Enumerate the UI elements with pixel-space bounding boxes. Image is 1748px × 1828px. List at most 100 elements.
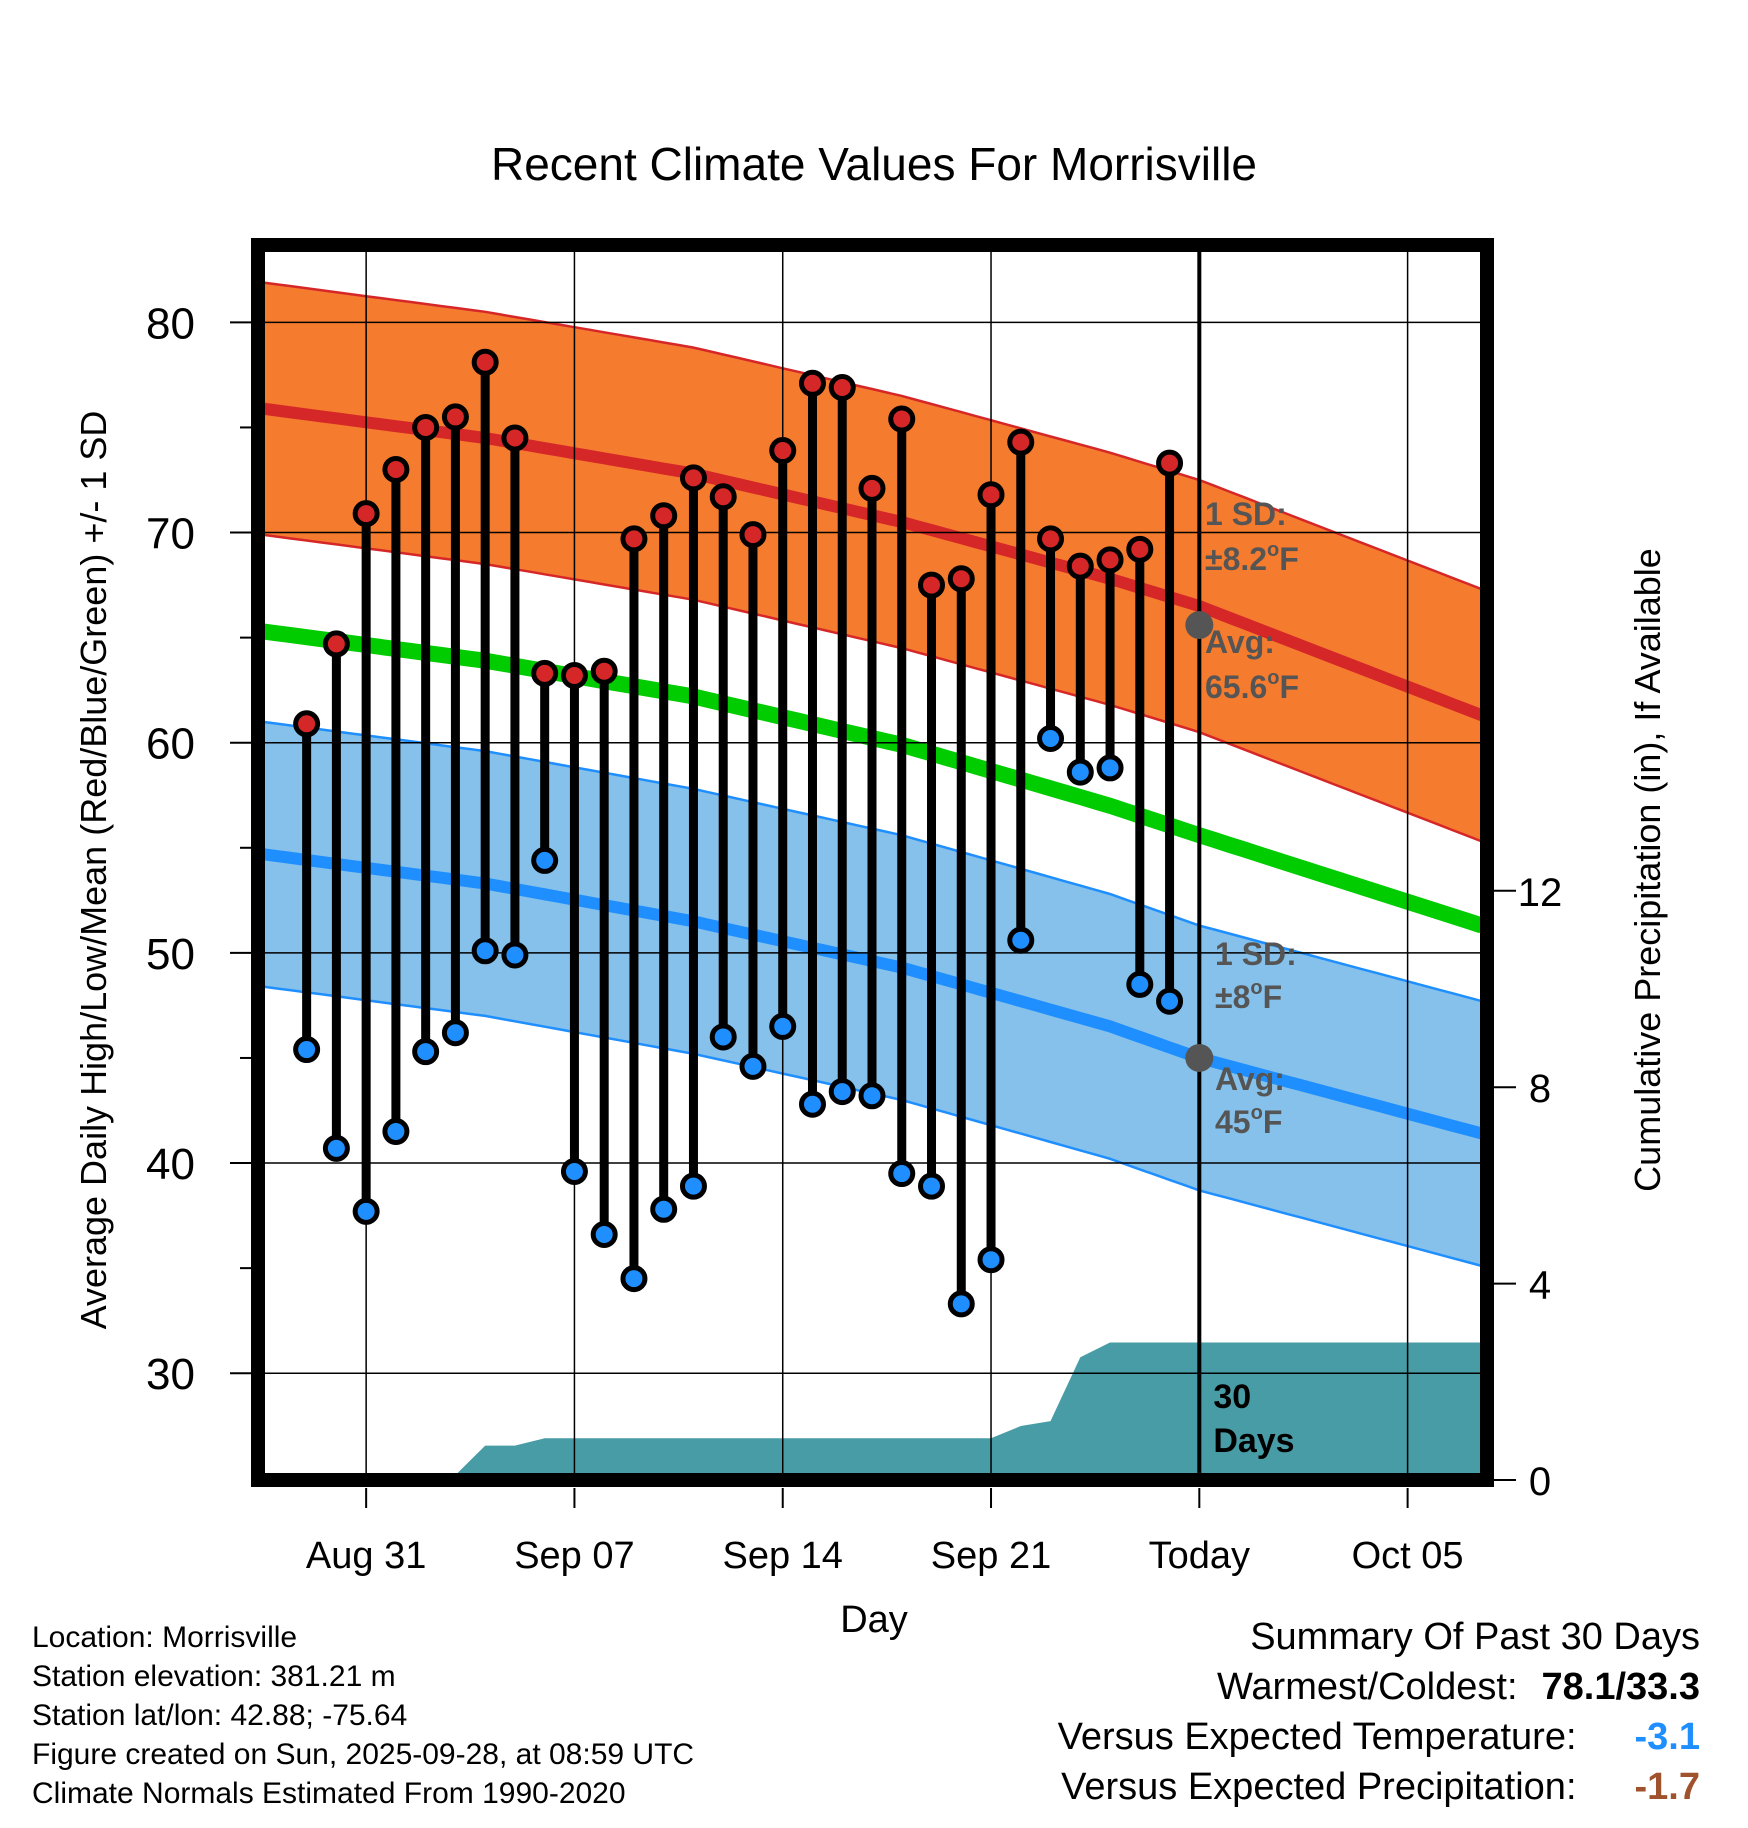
y2-tick-label-8: 8 [1529, 1067, 1551, 1111]
created-text: Figure created on Sun, 2025-09-28, at 08… [32, 1738, 695, 1771]
low-sd-value: ±8oF [1215, 977, 1282, 1015]
high-point [977, 481, 1005, 509]
plot-area: 1 SD: ±8.2oF Avg: 65.6oF 1 SD: ±8oF Avg: 45oF 30… [146, 238, 1563, 1577]
high-point [531, 659, 559, 687]
high-point [560, 661, 588, 689]
y-tick-label-50: 50 [146, 930, 195, 979]
warm-cold-label: Warmest/Coldest: [1216, 1666, 1518, 1708]
low-point [441, 1019, 469, 1047]
y-tick-label-80: 80 [146, 299, 195, 348]
high-point [1066, 552, 1094, 580]
high-point [888, 405, 916, 433]
high-avg-label: Avg: [1205, 624, 1275, 660]
x-tick-label-5: Oct 05 [1352, 1535, 1464, 1577]
high-point [322, 630, 350, 658]
x-tick-label-2: Sep 14 [723, 1535, 843, 1577]
summary-panel: Summary Of Past 30 Days Warmest/Coldest:… [1058, 1612, 1700, 1812]
high-sd-value: ±8.2oF [1205, 539, 1299, 577]
normals-text: Climate Normals Estimated From 1990-2020 [32, 1777, 626, 1810]
y2-tick-label-12: 12 [1518, 871, 1563, 915]
low-point [382, 1118, 410, 1146]
high-point [1096, 546, 1124, 574]
low-point [977, 1246, 1005, 1274]
high-point [471, 348, 499, 376]
x-tick-label-3: Sep 21 [931, 1535, 1051, 1577]
y-tick-label-40: 40 [146, 1140, 195, 1189]
low-point [620, 1265, 648, 1293]
high-point [918, 571, 946, 599]
y2-tick-label-0: 0 [1529, 1460, 1551, 1504]
temp-value: -3.1 [1634, 1716, 1700, 1758]
low-avg-label: Avg: [1215, 1061, 1285, 1097]
high-point [293, 710, 321, 738]
low-avg-value: 45oF [1215, 1102, 1282, 1140]
low-point [709, 1023, 737, 1051]
low-point [769, 1012, 797, 1040]
y-tick-label-60: 60 [146, 720, 195, 769]
low-point [828, 1078, 856, 1106]
x-tick-label-4: Today [1149, 1535, 1250, 1577]
low-sd-label: 1 SD: [1215, 936, 1297, 972]
y2-tick-label-4: 4 [1529, 1264, 1551, 1308]
high-point [1007, 428, 1035, 456]
low-point [947, 1290, 975, 1318]
low-point [322, 1134, 350, 1162]
high-point [441, 403, 469, 431]
low-point [1007, 926, 1035, 954]
high-point [501, 424, 529, 452]
summary-heading: Summary Of Past 30 Days [1250, 1616, 1700, 1658]
low-point [1156, 987, 1184, 1015]
low-point [352, 1197, 380, 1225]
low-point [412, 1038, 440, 1066]
x-tick-label-1: Sep 07 [514, 1535, 634, 1577]
high-point [947, 565, 975, 593]
temp-label: Versus Expected Temperature: [1057, 1716, 1577, 1758]
low-point [1096, 754, 1124, 782]
high-point [620, 525, 648, 553]
low-point [739, 1052, 767, 1080]
y2-axis-label: Cumulative Precipitation (in), If Availa… [1627, 548, 1668, 1192]
high-avg-value: 65.6oF [1205, 667, 1299, 705]
y-axis-label: Average Daily High/Low/Mean (Red/Blue/Gr… [73, 411, 114, 1330]
high-band-upper [261, 281, 1483, 591]
plot-frame [251, 238, 1494, 1487]
low-point [531, 846, 559, 874]
high-point [798, 369, 826, 397]
high-point [1126, 535, 1154, 563]
low-point [798, 1090, 826, 1118]
low-point [679, 1172, 707, 1200]
high-point [769, 437, 797, 465]
high-point [590, 657, 618, 685]
low-point [858, 1082, 886, 1110]
high-point [739, 521, 767, 549]
low-point [1037, 724, 1065, 752]
low-point [1126, 970, 1154, 998]
elevation-text: Station elevation: 381.21 m [32, 1660, 396, 1693]
high-point [828, 374, 856, 402]
location-text: Location: Morrisville [32, 1621, 298, 1654]
high-avg-marker [1185, 611, 1214, 640]
low-point [560, 1157, 588, 1185]
high-point [650, 502, 678, 530]
high-point [709, 483, 737, 511]
low-point [471, 937, 499, 965]
chart-title: Recent Climate Values For Morrisville [491, 138, 1257, 190]
low-point [293, 1036, 321, 1064]
high-point [382, 455, 410, 483]
y-tick-label-70: 70 [146, 510, 195, 559]
high-point [412, 413, 440, 441]
low-point [918, 1172, 946, 1200]
precip-label: Versus Expected Precipitation: [1061, 1766, 1577, 1808]
low-point [590, 1221, 618, 1249]
high-point [352, 500, 380, 528]
precip-value: -1.7 [1634, 1766, 1700, 1808]
days-label-number: 30 [1213, 1378, 1251, 1416]
high-point [858, 474, 886, 502]
warm-cold-value: 78.1/33.3 [1541, 1666, 1700, 1708]
high-point [1037, 525, 1065, 553]
days-label-word: Days [1213, 1422, 1294, 1460]
x-tick-label-0: Aug 31 [306, 1535, 426, 1577]
y-tick-label-30: 30 [146, 1350, 195, 1399]
low-point [650, 1195, 678, 1223]
